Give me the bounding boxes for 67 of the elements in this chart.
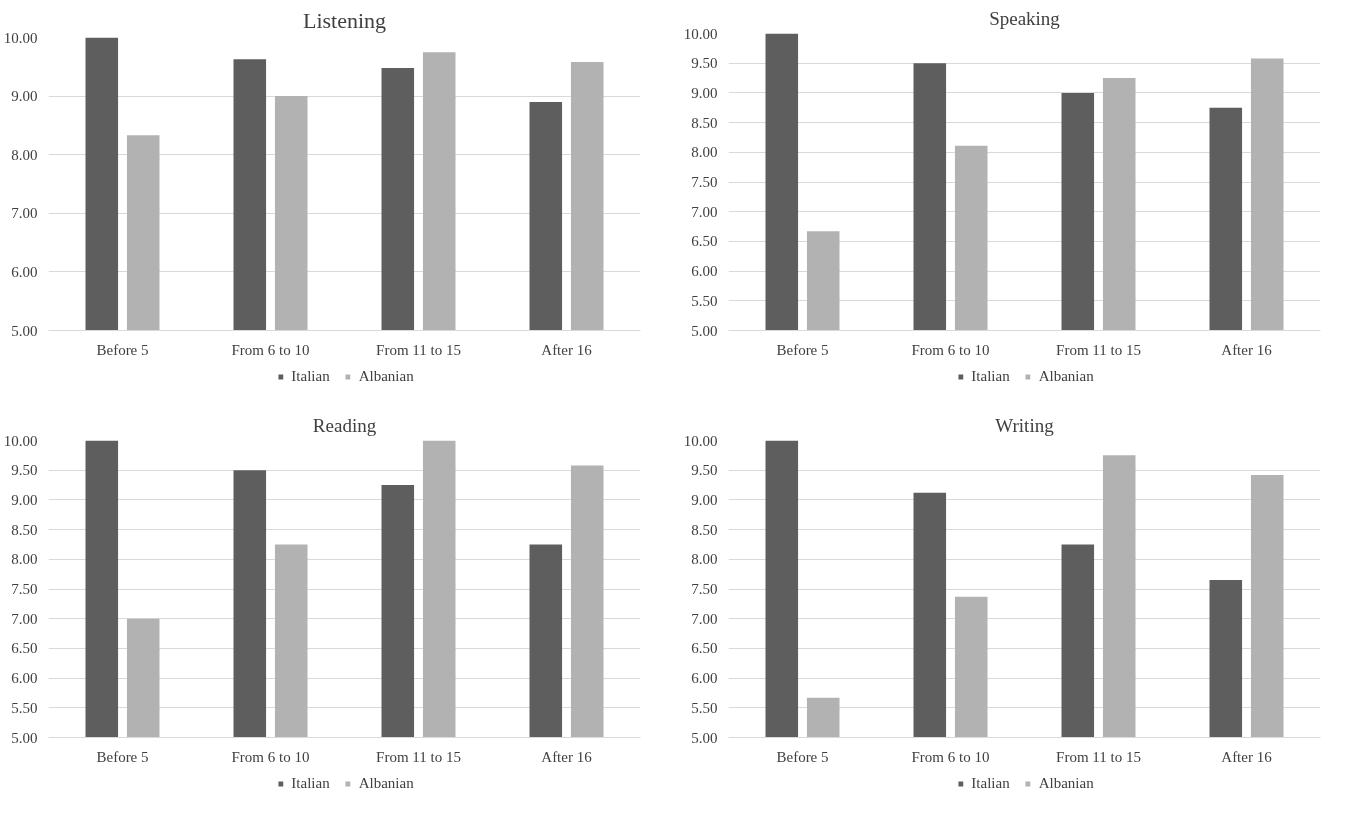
y-tick-label: 8.50	[691, 521, 718, 538]
legend-label: Albanian	[358, 774, 414, 792]
y-tick-label: 5.00	[691, 729, 718, 746]
chart-title: Speaking	[989, 7, 1061, 29]
x-tick-label: From 11 to 15	[1056, 341, 1141, 358]
y-tick-label: 5.50	[691, 699, 718, 716]
y-tick-label: 5.00	[11, 729, 38, 746]
y-tick-label: 10.00	[3, 432, 38, 449]
y-tick-label: 7.50	[691, 581, 718, 597]
y-tick-label: 7.50	[691, 174, 718, 190]
x-tick-label: Before 5	[96, 748, 149, 765]
y-tick-label: 6.00	[11, 263, 38, 280]
y-tick-label: 8.50	[691, 114, 718, 131]
x-tick-label: From 6 to 10	[911, 748, 990, 765]
x-tick-label: After 16	[1221, 341, 1273, 358]
legend-label: Italian	[291, 774, 330, 792]
legend-label: Italian	[971, 367, 1010, 385]
y-tick-label: 9.50	[11, 462, 38, 479]
y-tick-label: 7.00	[691, 203, 718, 220]
y-tick-label: 8.00	[11, 551, 38, 568]
legend-label: Albanian	[358, 367, 414, 385]
x-tick-label: Before 5	[776, 341, 829, 358]
y-tick-label: 8.00	[691, 551, 718, 568]
x-tick-label: After 16	[541, 341, 593, 358]
x-tick-label: From 6 to 10	[231, 341, 310, 358]
y-tick-label: 6.00	[691, 670, 718, 687]
y-tick-label: 7.00	[691, 610, 718, 627]
x-tick-label: After 16	[1221, 748, 1273, 765]
x-tick-label: After 16	[541, 748, 593, 765]
y-tick-label: 7.00	[11, 610, 38, 627]
y-tick-label: 6.50	[691, 640, 718, 657]
y-tick-label: 10.00	[683, 432, 718, 449]
y-tick-label: 5.00	[11, 322, 38, 339]
y-tick-label: 5.50	[691, 292, 718, 309]
y-tick-label: 9.00	[11, 88, 38, 105]
chart-title: Listening	[302, 7, 387, 33]
x-tick-label: Before 5	[96, 341, 149, 358]
y-tick-label: 9.00	[691, 491, 718, 508]
legend-label: Albanian	[1038, 774, 1094, 792]
y-tick-label: 6.00	[691, 263, 718, 280]
y-tick-label: 8.00	[11, 146, 38, 163]
y-tick-label: 9.50	[691, 55, 718, 72]
chart-title: Writing	[995, 414, 1055, 436]
legend-label: Italian	[971, 774, 1010, 792]
y-tick-label: 9.00	[11, 491, 38, 508]
chart-title: Reading	[312, 414, 377, 436]
x-tick-label: From 11 to 15	[376, 341, 461, 358]
y-tick-label: 5.00	[691, 322, 718, 339]
y-tick-label: 7.50	[11, 581, 38, 597]
x-tick-label: From 6 to 10	[231, 748, 310, 765]
x-tick-label: Before 5	[776, 748, 829, 765]
y-tick-label: 8.50	[11, 521, 38, 538]
legend-label: Albanian	[1038, 367, 1094, 385]
y-tick-label: 10.00	[683, 25, 718, 42]
x-tick-label: From 11 to 15	[1056, 748, 1141, 765]
y-tick-label: 7.00	[11, 205, 38, 222]
y-tick-label: 6.50	[11, 640, 38, 657]
y-tick-label: 8.00	[691, 144, 718, 161]
legend-label: Italian	[291, 367, 330, 385]
y-tick-label: 10.00	[3, 29, 38, 46]
y-tick-label: 9.00	[691, 84, 718, 101]
y-tick-label: 6.50	[691, 233, 718, 250]
y-tick-label: 9.50	[691, 462, 718, 479]
y-tick-label: 5.50	[11, 699, 38, 716]
x-tick-label: From 11 to 15	[376, 748, 461, 765]
y-tick-label: 6.00	[11, 670, 38, 687]
x-tick-label: From 6 to 10	[911, 341, 990, 358]
